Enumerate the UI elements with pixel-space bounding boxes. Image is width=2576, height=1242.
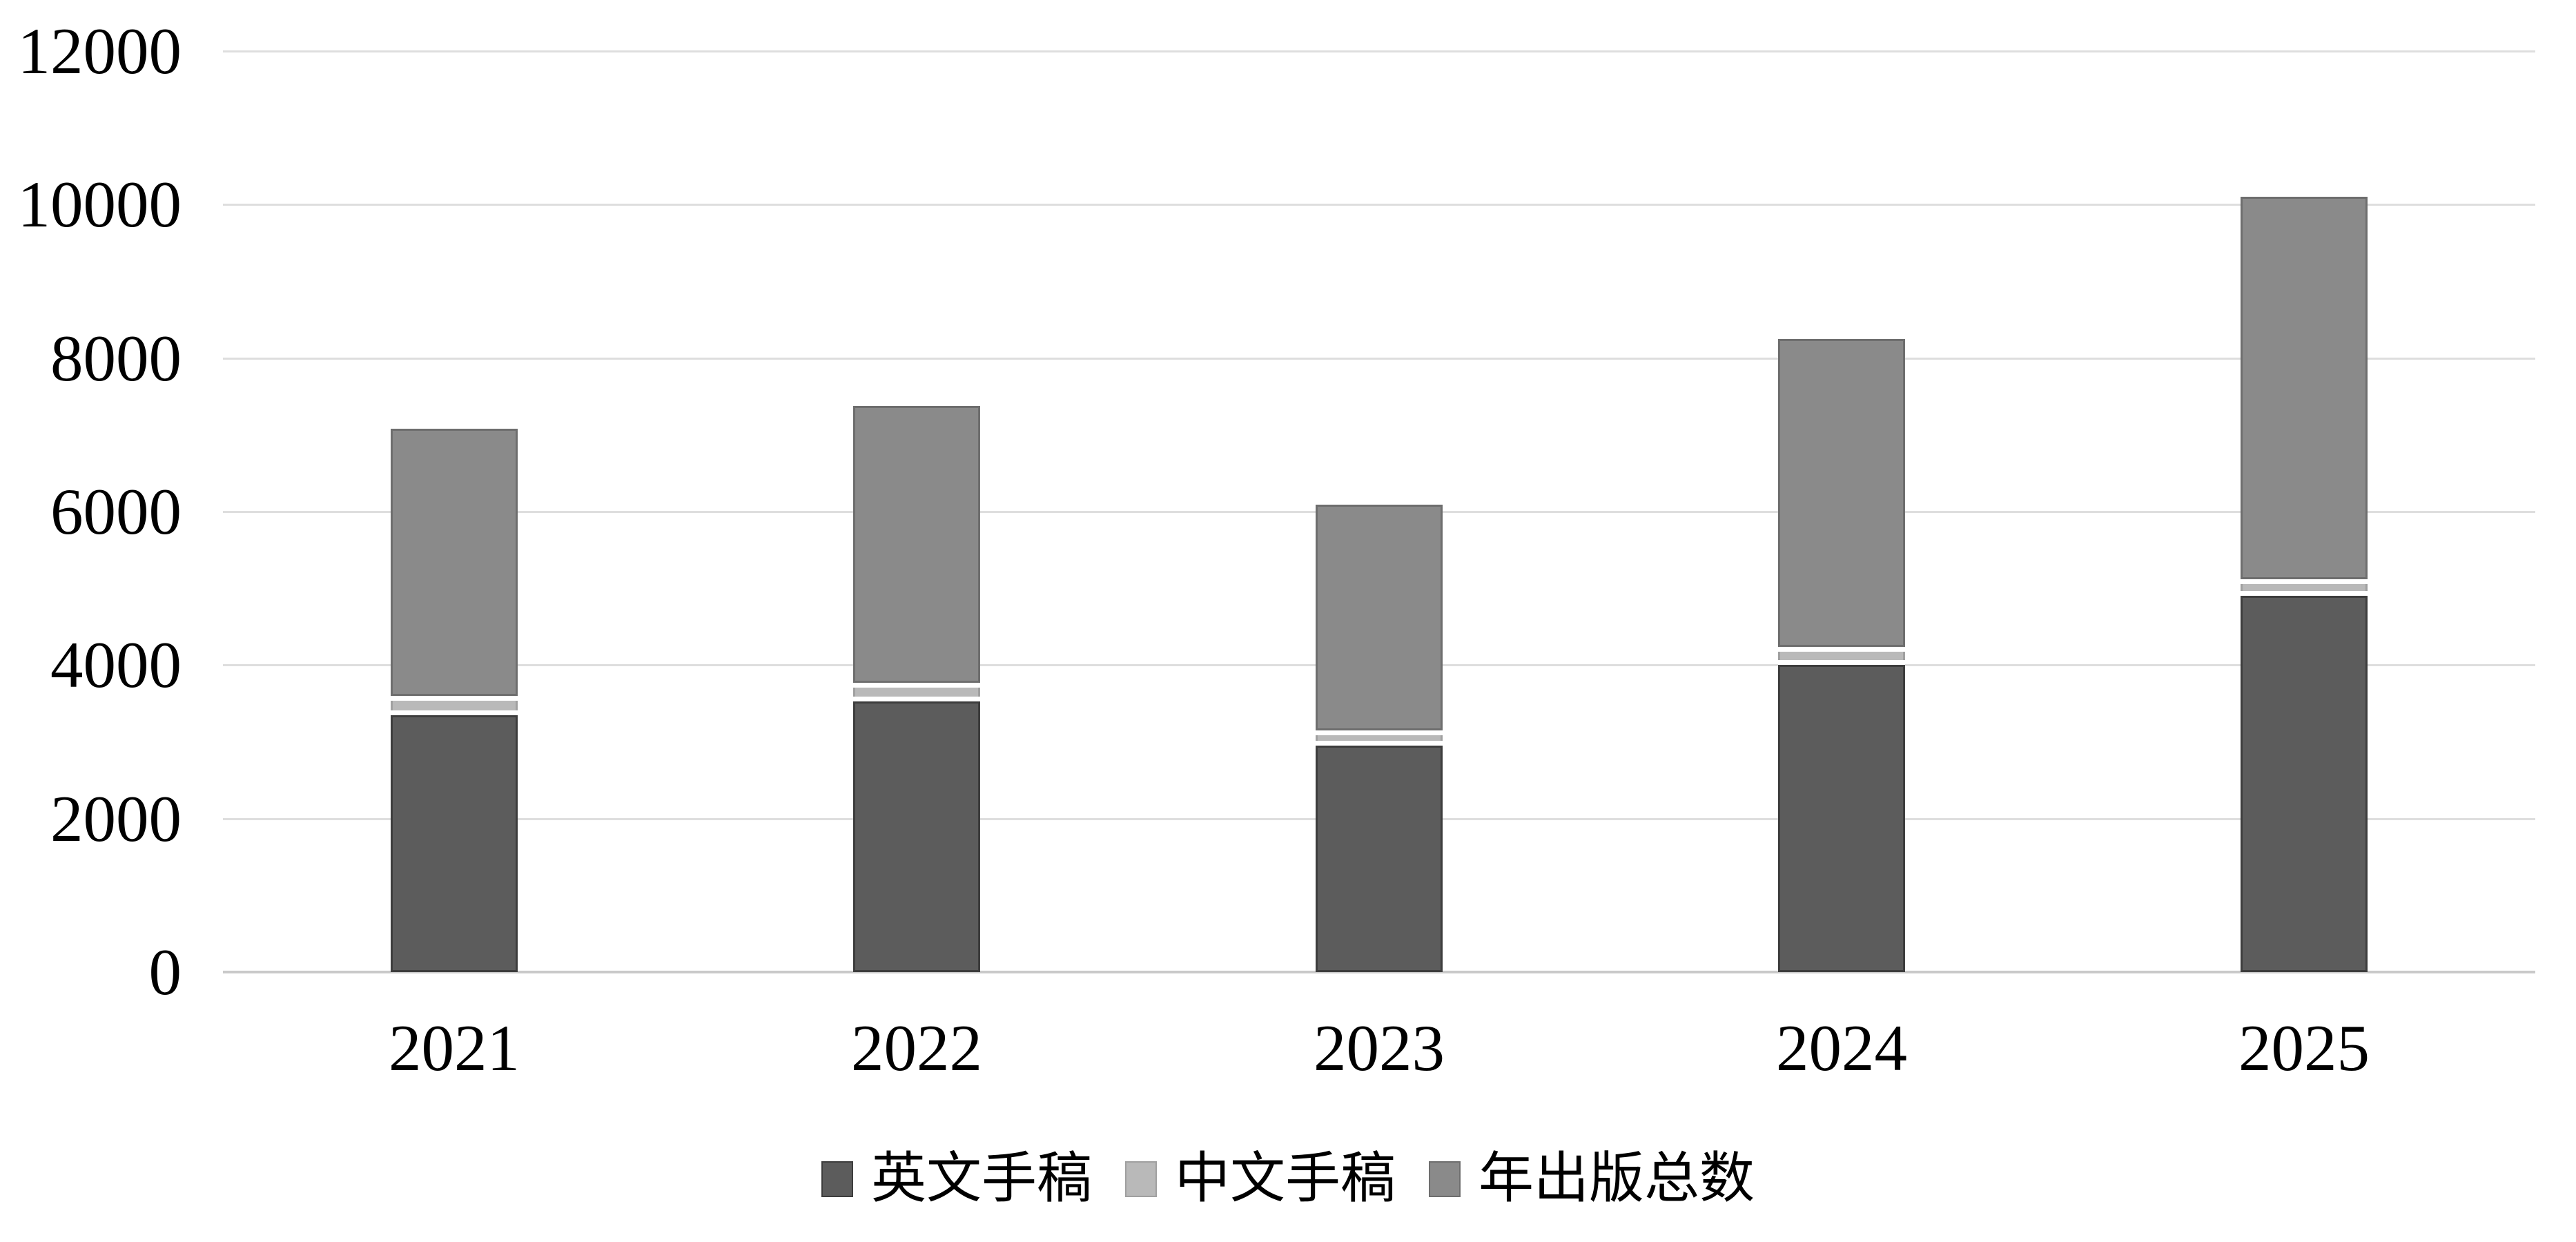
x-axis-line: [223, 971, 2535, 973]
legend-label: 中文手稿: [1175, 1149, 1396, 1210]
segment-separator: [853, 696, 980, 701]
bar-2024: [1778, 51, 1905, 972]
bar-2025: [2241, 51, 2368, 972]
legend-item: 中文手稿: [1125, 1145, 1396, 1214]
x-axis-tick-label: 2023: [1314, 1011, 1445, 1085]
bar-segment: [853, 701, 980, 972]
gridline: [223, 204, 2535, 206]
segment-separator: [2241, 591, 2368, 596]
x-axis-tick-label: 2025: [2238, 1011, 2370, 1085]
legend-swatch-icon: [1125, 1161, 1157, 1197]
y-axis-tick-label: 0: [148, 935, 182, 1009]
x-axis-tick-label: 2022: [851, 1011, 982, 1085]
segment-separator: [1778, 646, 1905, 652]
segment-separator: [1778, 660, 1905, 666]
legend-swatch-icon: [1429, 1161, 1461, 1197]
bar-segment: [1778, 338, 1905, 647]
bar-2022: [853, 51, 980, 972]
legend-label: 年出版总数: [1479, 1149, 1755, 1210]
plot-area: [223, 50, 2535, 973]
y-axis-tick-label: 4000: [50, 628, 182, 702]
bar-segment: [391, 715, 518, 972]
y-axis-tick-label: 10000: [17, 168, 182, 242]
legend-item: 英文手稿: [821, 1145, 1092, 1214]
x-axis-tick-labels: 2021 2022 2023 2024 2025: [223, 1010, 2535, 1086]
segment-separator: [2241, 579, 2368, 584]
legend-label: 英文手稿: [871, 1149, 1092, 1210]
bar-segment: [1316, 746, 1443, 972]
bar-2021: [391, 51, 518, 972]
chart-legend: 英文手稿 中文手稿 年出版总数: [0, 1132, 2576, 1226]
legend-item: 年出版总数: [1429, 1145, 1755, 1214]
y-axis-tick-label: 8000: [50, 321, 182, 395]
bar-segment: [1316, 505, 1443, 730]
gridline: [223, 357, 2535, 360]
bar-segment: [853, 405, 980, 683]
legend-swatch-icon: [821, 1161, 853, 1197]
bar-segment: [2241, 596, 2368, 972]
x-axis-tick-label: 2024: [1776, 1011, 1907, 1085]
gridline: [223, 50, 2535, 52]
bar-segment: [2241, 197, 2368, 579]
segment-separator: [853, 682, 980, 688]
segment-separator: [391, 710, 518, 715]
segment-separator: [1316, 730, 1443, 735]
segment-separator: [391, 695, 518, 701]
y-axis-tick-label: 2000: [50, 782, 182, 855]
segment-separator: [1316, 741, 1443, 746]
bar-2023: [1316, 51, 1443, 972]
x-axis-tick-label: 2021: [389, 1011, 520, 1085]
y-axis-tick-label: 6000: [50, 475, 182, 548]
bar-segment: [1778, 665, 1905, 972]
bar-segment: [391, 428, 518, 696]
y-axis-tick-label: 12000: [17, 14, 182, 88]
